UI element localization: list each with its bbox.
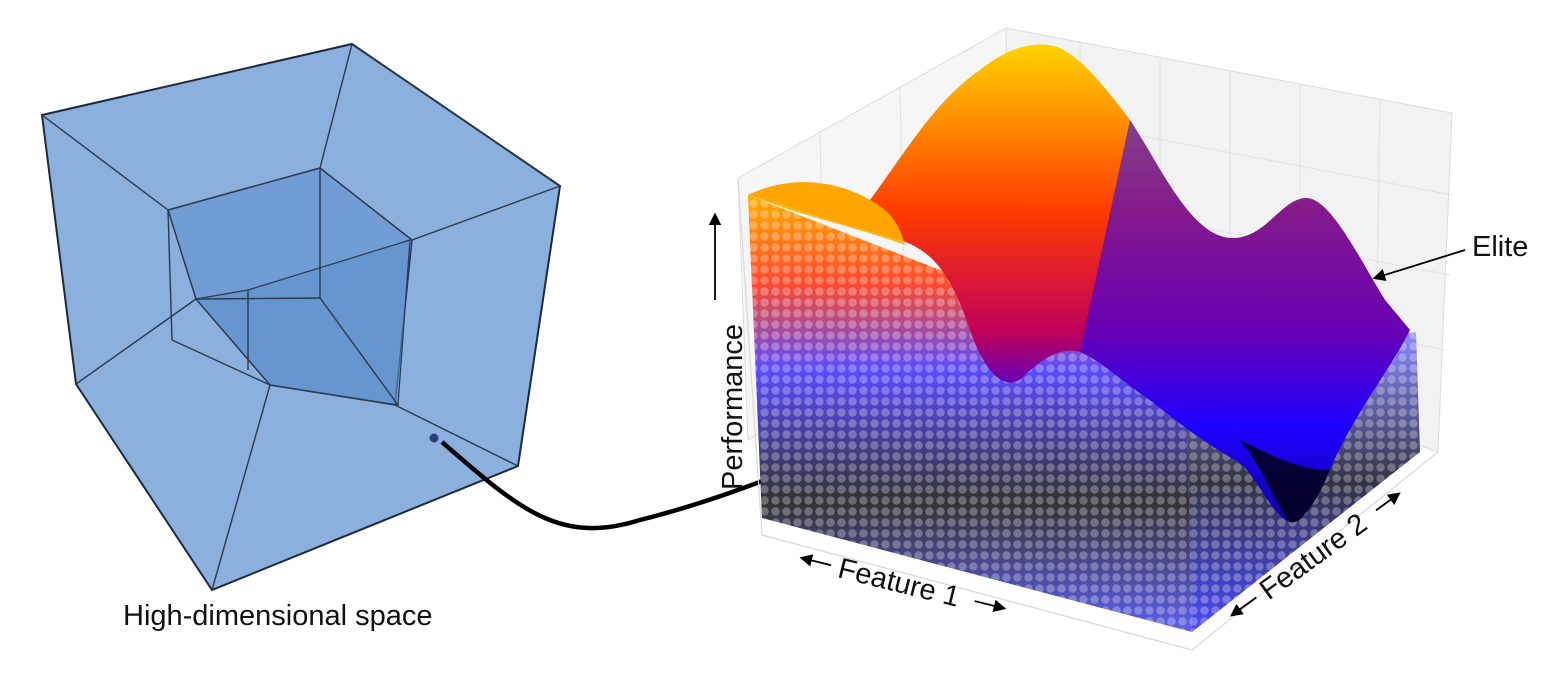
front-face-dots [748, 195, 1192, 632]
grid-box [737, 27, 1453, 651]
elite-callout: Elite [1372, 231, 1528, 282]
sample-point [429, 433, 439, 443]
performance-axis: Performance [708, 212, 749, 490]
cube-inner-front [194, 239, 411, 406]
surface-valley-shadow [1240, 440, 1330, 523]
elite-label: Elite [1472, 231, 1528, 263]
hypercube [40, 42, 562, 592]
space-label: High-dimensional space [123, 600, 433, 632]
fitness-surface-shade [1080, 120, 1410, 523]
performance-label: Performance [717, 324, 749, 490]
surface-left-peak [748, 182, 905, 245]
